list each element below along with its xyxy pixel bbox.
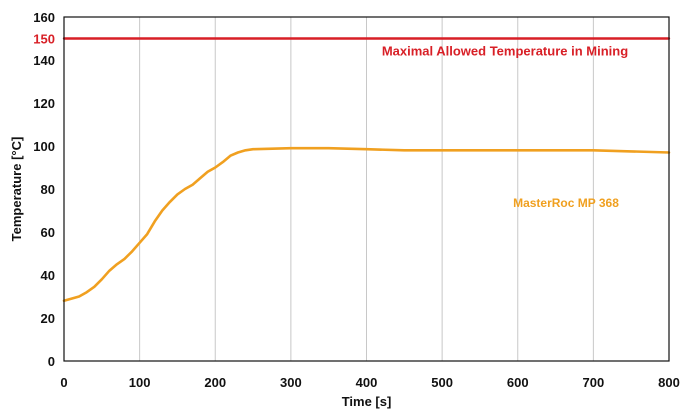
y-axis-title: Temperature [°C] [9, 137, 24, 242]
x-tick-label: 400 [356, 375, 378, 390]
x-tick-label: 600 [507, 375, 529, 390]
tick-layer: 0 100 200 300 400 500 600 700 800 0 20 40 60 80 100 120… [33, 10, 680, 390]
x-tick-label: 100 [129, 375, 151, 390]
plot-frame [63, 16, 670, 362]
y-tick-label: 120 [33, 96, 55, 111]
y-tick-label: 140 [33, 53, 55, 68]
x-tick-label: 700 [583, 375, 605, 390]
y-tick-label: 20 [41, 311, 55, 326]
label-layer: Maximal Allowed Temperature in Mining Ma… [382, 44, 628, 211]
series-line-masterroc [62, 146, 671, 303]
y-tick-label: 100 [33, 139, 55, 154]
series-layer [62, 37, 671, 303]
x-tick-label: 500 [431, 375, 453, 390]
x-axis-title: Time [s] [342, 394, 392, 409]
grid-layer [139, 17, 594, 361]
x-tick-label: 200 [204, 375, 226, 390]
x-tick-label: 0 [60, 375, 67, 390]
y-tick-label: 60 [41, 225, 55, 240]
y-tick-label: 160 [33, 10, 55, 25]
y-tick-label: 0 [48, 354, 55, 369]
series-label-masterroc: MasterRoc MP 368 [513, 196, 619, 210]
reference-tick-label: 150 [33, 32, 55, 47]
y-tick-label: 80 [41, 182, 55, 197]
x-tick-label: 300 [280, 375, 302, 390]
y-tick-label: 40 [41, 268, 55, 283]
x-tick-label: 800 [658, 375, 680, 390]
series-label-limit: Maximal Allowed Temperature in Mining [382, 44, 628, 59]
